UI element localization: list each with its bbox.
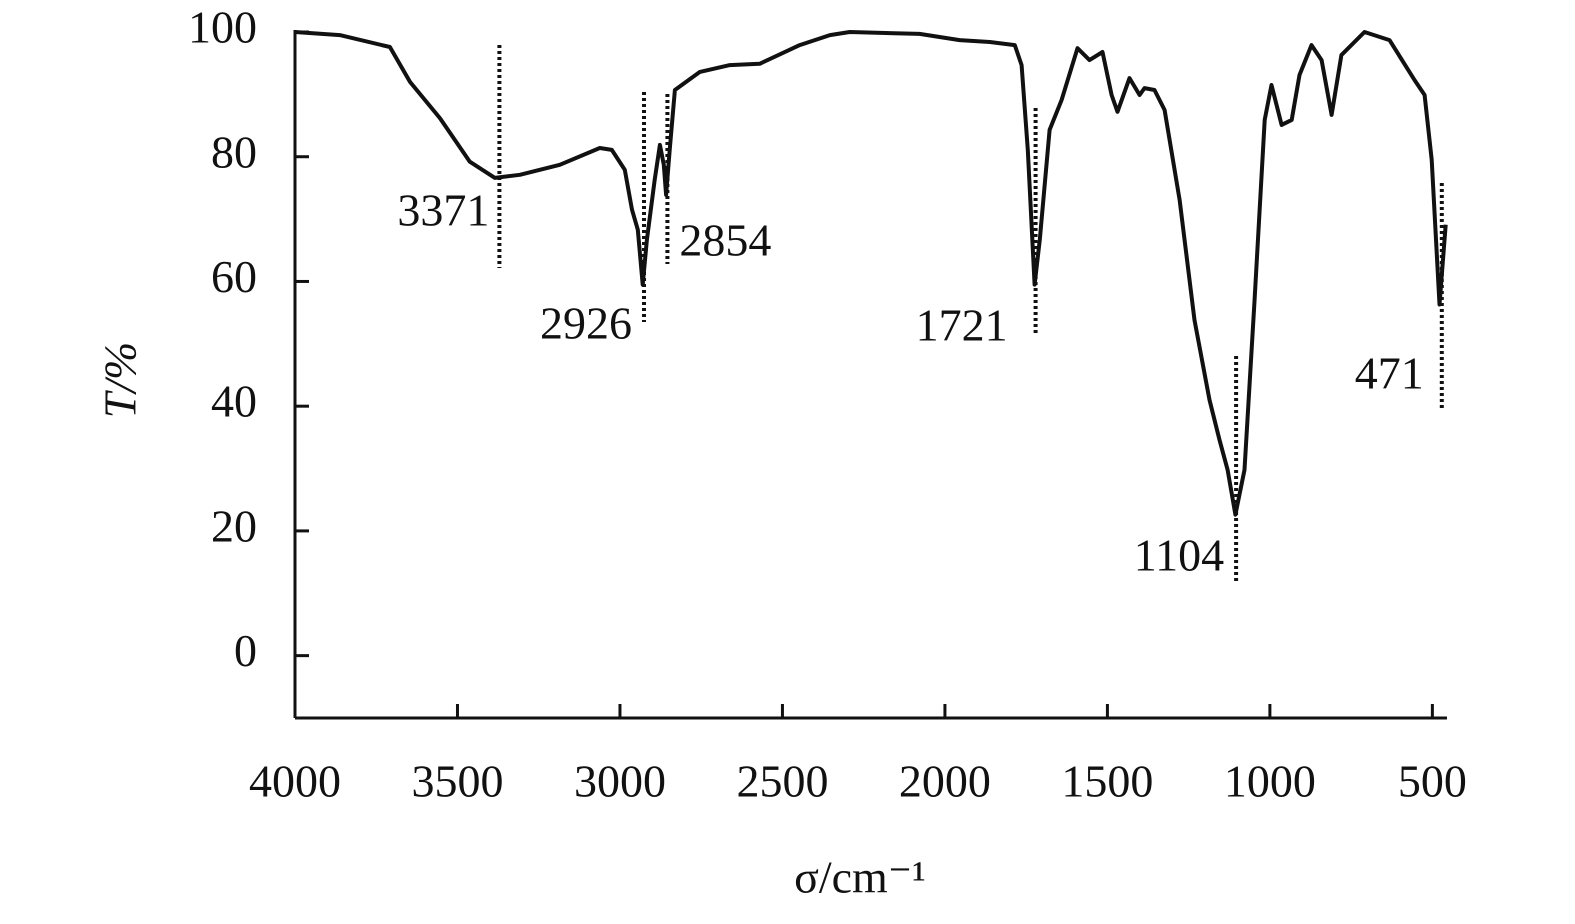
x-tick-label: 1500 (1061, 756, 1153, 807)
x-tick-label: 3000 (574, 756, 666, 807)
y-tick-label: 100 (188, 2, 257, 53)
x-tick-label: 3500 (411, 756, 503, 807)
y-axis-label: T/% (95, 342, 146, 419)
y-tick-label: 60 (211, 251, 257, 302)
x-tick-label: 2000 (899, 756, 991, 807)
y-tick-label: 0 (234, 625, 257, 676)
y-tick-label: 80 (211, 126, 257, 177)
peak-label: 3371 (397, 185, 489, 236)
y-tick-label: 20 (211, 500, 257, 551)
peak-label: 2926 (540, 298, 632, 349)
peak-label: 471 (1355, 348, 1424, 399)
x-tick-label: 4000 (249, 756, 341, 807)
spectrum-line (294, 30, 1448, 517)
peak-label: 2854 (679, 215, 771, 266)
x-tick-label: 2500 (736, 756, 828, 807)
peak-label: 1721 (916, 300, 1008, 351)
x-tick-label: 500 (1398, 756, 1467, 807)
x-axis-label: σ/cm⁻¹ (794, 852, 926, 903)
x-tick-label: 1000 (1224, 756, 1316, 807)
peak-label: 1104 (1134, 530, 1224, 581)
y-tick-label: 40 (211, 376, 257, 427)
